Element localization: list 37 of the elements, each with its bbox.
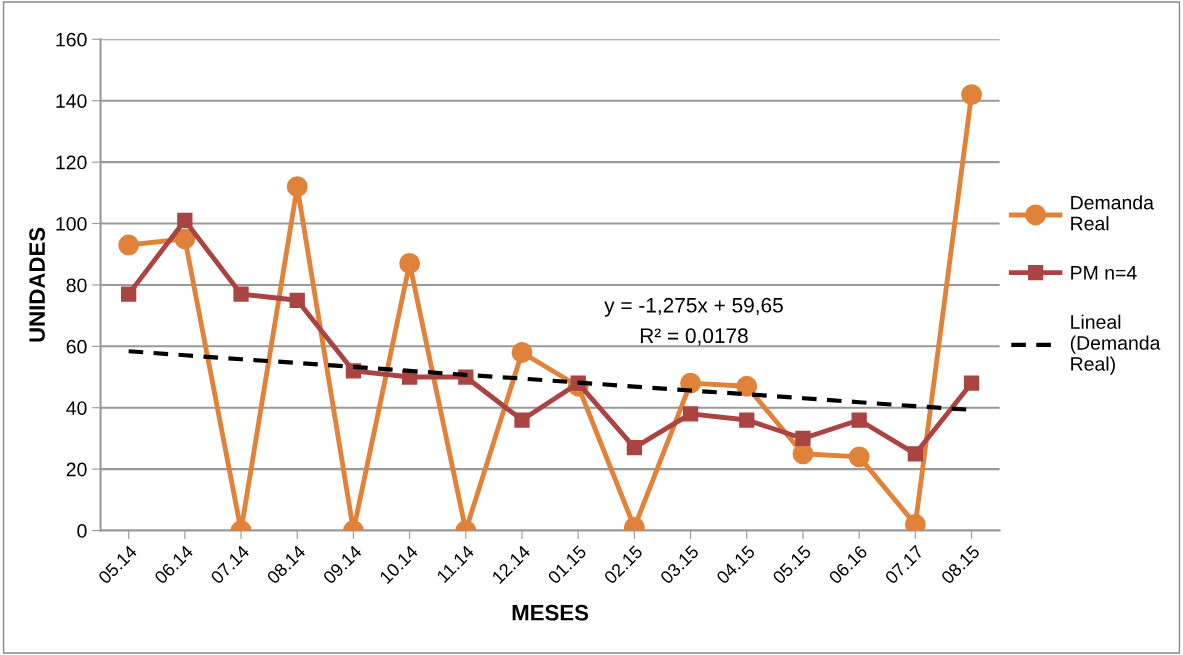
point: [739, 412, 755, 428]
point: [848, 446, 870, 468]
legend-label: PM n=4: [1071, 266, 1137, 280]
point: [121, 286, 137, 302]
point: [682, 406, 699, 422]
point: [961, 84, 982, 105]
legend-label: Demanda Real: [1071, 195, 1154, 231]
y-tick-label: 20: [66, 462, 87, 477]
y-tick-label: 160: [56, 32, 87, 47]
point: [289, 292, 305, 308]
y-tick-label: 60: [66, 339, 87, 354]
point: [626, 440, 643, 456]
point: [851, 412, 867, 428]
annotation: R² = 0,0178: [640, 328, 748, 346]
y-axis-title: UNIDADES: [29, 227, 45, 342]
point: [792, 443, 814, 465]
point: [514, 412, 530, 428]
point: [118, 234, 140, 256]
legend-label: Lineal (Demanda Real): [1070, 314, 1161, 375]
point: [399, 253, 421, 274]
point: [174, 228, 196, 250]
y-tick-label: 0: [77, 524, 87, 538]
y-tick-label: 120: [56, 155, 87, 170]
point: [511, 342, 533, 363]
point: [963, 375, 980, 391]
y-tick-label: 80: [66, 278, 87, 293]
y-tick-label: 100: [56, 216, 87, 231]
y-tick-label: 40: [66, 401, 87, 415]
y-tick-label: 140: [56, 94, 87, 108]
point: [795, 430, 811, 447]
point: [177, 212, 193, 229]
x-axis-title: MESES: [512, 604, 589, 621]
point: [907, 446, 923, 462]
point: [233, 286, 249, 302]
point: [286, 176, 308, 198]
annotation: y = -1,275x + 59,65: [604, 297, 783, 317]
point: [736, 375, 758, 397]
